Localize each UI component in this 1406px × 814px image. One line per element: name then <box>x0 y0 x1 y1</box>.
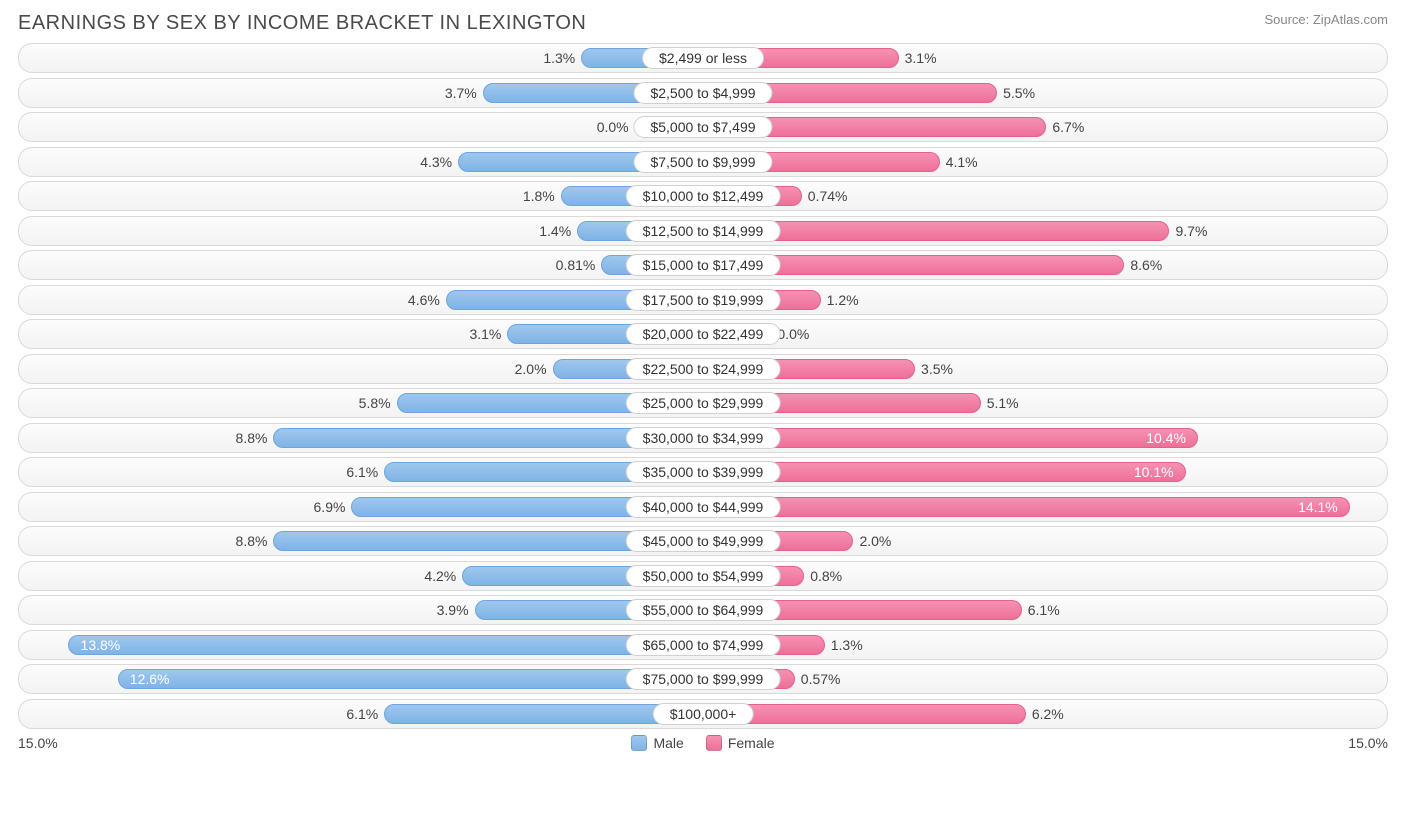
legend-male: Male <box>631 735 683 751</box>
male-value: 6.1% <box>346 706 378 722</box>
chart-row: 8.8% 2.0% $45,000 to $49,999 <box>18 526 1388 556</box>
chart-row: 2.0% 3.5% $22,500 to $24,999 <box>18 354 1388 384</box>
female-value: 0.8% <box>810 568 842 584</box>
bracket-label: $45,000 to $49,999 <box>626 530 781 552</box>
female-value: 14.1% <box>1298 499 1338 515</box>
bracket-label: $100,000+ <box>653 703 754 725</box>
legend-female-label: Female <box>728 735 775 751</box>
chart-row: 6.1% 6.2% $100,000+ <box>18 699 1388 729</box>
bracket-label: $2,499 or less <box>642 47 764 69</box>
chart-row: 4.3% 4.1% $7,500 to $9,999 <box>18 147 1388 177</box>
male-swatch-icon <box>631 735 647 751</box>
bracket-label: $15,000 to $17,499 <box>626 254 781 276</box>
chart-row: 13.8% 1.3% $65,000 to $74,999 <box>18 630 1388 660</box>
female-value: 2.0% <box>859 533 891 549</box>
female-swatch-icon <box>706 735 722 751</box>
chart-row: 4.2% 0.8% $50,000 to $54,999 <box>18 561 1388 591</box>
axis-right-max: 15.0% <box>1348 735 1388 751</box>
female-value: 6.7% <box>1052 119 1084 135</box>
female-value: 10.1% <box>1134 464 1174 480</box>
male-value: 3.9% <box>437 602 469 618</box>
bracket-label: $25,000 to $29,999 <box>626 392 781 414</box>
chart-row: 4.6% 1.2% $17,500 to $19,999 <box>18 285 1388 315</box>
male-value: 8.8% <box>236 533 268 549</box>
female-value: 4.1% <box>946 154 978 170</box>
bracket-label: $35,000 to $39,999 <box>626 461 781 483</box>
chart-row: 3.7% 5.5% $2,500 to $4,999 <box>18 78 1388 108</box>
axis-left-max: 15.0% <box>18 735 58 751</box>
bracket-label: $12,500 to $14,999 <box>626 220 781 242</box>
chart-row: 1.4% 9.7% $12,500 to $14,999 <box>18 216 1388 246</box>
legend-female: Female <box>706 735 775 751</box>
male-value: 13.8% <box>81 637 121 653</box>
chart-row: 6.1% 10.1% $35,000 to $39,999 <box>18 457 1388 487</box>
female-value: 3.1% <box>905 50 937 66</box>
chart-row: 6.9% 14.1% $40,000 to $44,999 <box>18 492 1388 522</box>
male-value: 1.4% <box>539 223 571 239</box>
female-value: 6.1% <box>1028 602 1060 618</box>
male-value: 4.2% <box>424 568 456 584</box>
male-value: 8.8% <box>236 430 268 446</box>
male-value: 4.6% <box>408 292 440 308</box>
female-value: 8.6% <box>1130 257 1162 273</box>
female-value: 3.5% <box>921 361 953 377</box>
female-bar <box>703 497 1350 517</box>
male-value: 1.8% <box>523 188 555 204</box>
female-value: 0.57% <box>801 671 841 687</box>
male-bar <box>118 669 704 689</box>
chart-row: 8.8% 10.4% $30,000 to $34,999 <box>18 423 1388 453</box>
chart-row: 1.8% 0.74% $10,000 to $12,499 <box>18 181 1388 211</box>
butterfly-chart: 1.3% 3.1% $2,499 or less 3.7% 5.5% $2,500 to … <box>18 43 1388 729</box>
female-value: 1.2% <box>827 292 859 308</box>
male-value: 4.3% <box>420 154 452 170</box>
male-value: 6.9% <box>314 499 346 515</box>
bracket-label: $50,000 to $54,999 <box>626 565 781 587</box>
bracket-label: $55,000 to $64,999 <box>626 599 781 621</box>
female-value: 0.74% <box>808 188 848 204</box>
source-attribution: Source: ZipAtlas.com <box>1264 12 1388 27</box>
chart-title: EARNINGS BY SEX BY INCOME BRACKET IN LEX… <box>18 12 586 35</box>
chart-row: 3.9% 6.1% $55,000 to $64,999 <box>18 595 1388 625</box>
female-value: 9.7% <box>1175 223 1207 239</box>
bracket-label: $22,500 to $24,999 <box>626 358 781 380</box>
male-value: 3.7% <box>445 85 477 101</box>
bracket-label: $7,500 to $9,999 <box>633 151 772 173</box>
male-bar <box>68 635 703 655</box>
male-value: 0.0% <box>597 119 629 135</box>
bracket-label: $17,500 to $19,999 <box>626 289 781 311</box>
male-value: 0.81% <box>556 257 596 273</box>
chart-row: 0.81% 8.6% $15,000 to $17,499 <box>18 250 1388 280</box>
male-value: 1.3% <box>543 50 575 66</box>
bracket-label: $2,500 to $4,999 <box>633 82 772 104</box>
female-value: 0.0% <box>777 326 809 342</box>
bracket-label: $20,000 to $22,499 <box>626 323 781 345</box>
female-value: 10.4% <box>1146 430 1186 446</box>
male-value: 12.6% <box>130 671 170 687</box>
legend-male-label: Male <box>653 735 683 751</box>
male-value: 5.8% <box>359 395 391 411</box>
female-value: 5.1% <box>987 395 1019 411</box>
male-value: 2.0% <box>515 361 547 377</box>
bracket-label: $65,000 to $74,999 <box>626 634 781 656</box>
chart-row: 12.6% 0.57% $75,000 to $99,999 <box>18 664 1388 694</box>
chart-row: 0.0% 6.7% $5,000 to $7,499 <box>18 112 1388 142</box>
male-value: 3.1% <box>469 326 501 342</box>
female-value: 1.3% <box>831 637 863 653</box>
chart-row: 3.1% 0.0%$20,000 to $22,499 <box>18 319 1388 349</box>
chart-row: 1.3% 3.1% $2,499 or less <box>18 43 1388 73</box>
chart-row: 5.8% 5.1% $25,000 to $29,999 <box>18 388 1388 418</box>
legend: Male Female <box>631 735 774 751</box>
bracket-label: $30,000 to $34,999 <box>626 427 781 449</box>
bracket-label: $40,000 to $44,999 <box>626 496 781 518</box>
female-value: 5.5% <box>1003 85 1035 101</box>
male-value: 6.1% <box>346 464 378 480</box>
female-value: 6.2% <box>1032 706 1064 722</box>
bracket-label: $75,000 to $99,999 <box>626 668 781 690</box>
bracket-label: $10,000 to $12,499 <box>626 185 781 207</box>
bracket-label: $5,000 to $7,499 <box>633 116 772 138</box>
